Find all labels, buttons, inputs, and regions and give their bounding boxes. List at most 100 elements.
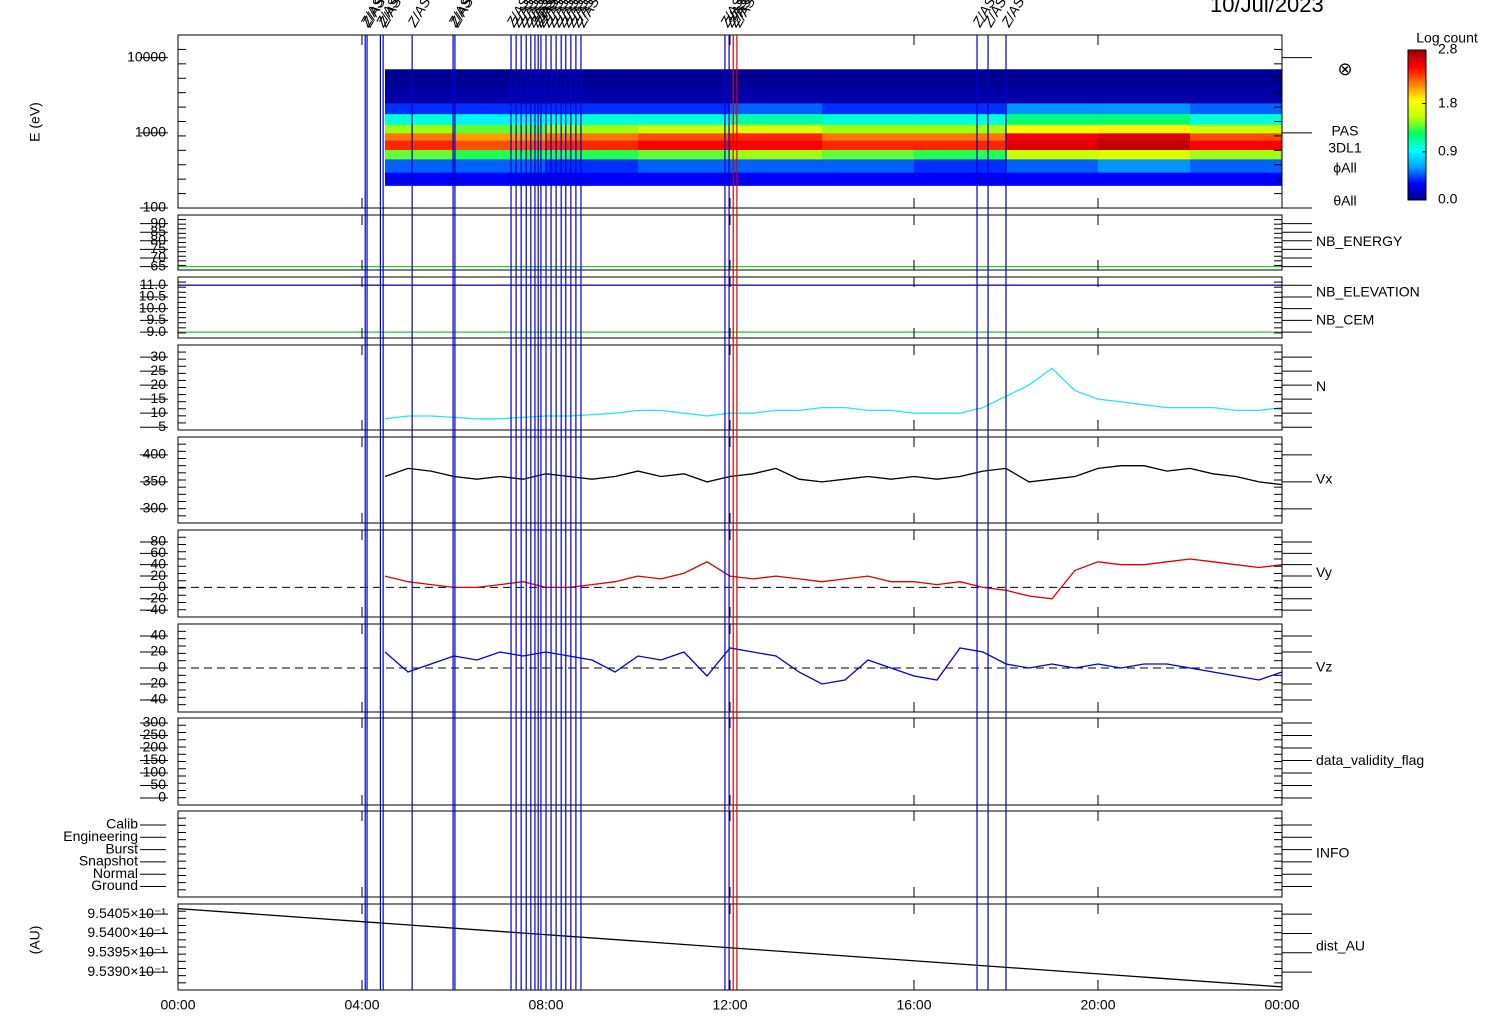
colorbar-step: [1408, 177, 1426, 181]
heatmap-cell: [546, 172, 639, 186]
panel-frame: [177, 810, 1283, 898]
y-tick-label: 85: [150, 223, 166, 239]
y-tick-label: 80: [150, 533, 166, 549]
colorbar-tick-label: 0.0: [1438, 191, 1458, 207]
colorbar-step: [1408, 140, 1426, 143]
heatmap-cell: [730, 172, 823, 186]
heatmap-cell: [822, 158, 915, 173]
series-label: NB_ELEVATION: [1316, 284, 1420, 300]
colorbar-step: [1408, 52, 1426, 56]
colorbar-step: [1408, 137, 1426, 141]
heatmap-cell: [385, 69, 455, 89]
colorbar-frame: [1407, 49, 1427, 201]
y-tick-label: 40: [150, 555, 166, 571]
colorbar-step: [1408, 162, 1426, 166]
heatmap-cell: [1190, 149, 1283, 160]
y-tick-label: 9.0: [147, 323, 167, 339]
heatmap-cell: [1006, 124, 1099, 134]
series-line: [384, 558, 1283, 600]
panel-frame: [177, 344, 1283, 431]
heatmap-cell: [385, 172, 455, 186]
heatmap-cell: [914, 172, 1007, 186]
y-tick-label: 25: [150, 362, 166, 378]
colorbar-step: [1408, 197, 1426, 201]
heatmap-cell: [730, 132, 823, 141]
colorbar-step: [1408, 102, 1426, 106]
heatmap-cell: [546, 132, 639, 141]
heatmap-cell: [914, 140, 1007, 150]
colorbar-step: [1408, 95, 1426, 98]
y-tick-label: 60: [150, 544, 166, 560]
y-tick-label: 65: [150, 257, 166, 273]
y-tick-label: 20: [150, 376, 166, 392]
panel-label: 3DL1: [1328, 140, 1362, 156]
y-tick-label: 10000: [127, 48, 166, 64]
heatmap-cell: [638, 172, 731, 186]
colorbar-step: [1408, 97, 1426, 101]
y-tick-label: Ground: [91, 877, 138, 893]
y-tick-label: 9.5395×10⁻¹: [87, 944, 166, 960]
heatmap-cell: [914, 102, 1007, 115]
heatmap-cell: [1190, 102, 1283, 115]
heatmap-cell: [822, 102, 915, 115]
colorbar-step: [1408, 152, 1426, 156]
colorbar-step: [1408, 80, 1426, 83]
colorbar-step: [1408, 155, 1426, 158]
heatmap-cell: [454, 113, 547, 125]
series-label: Vx: [1316, 471, 1332, 487]
heatmap-cell: [822, 87, 915, 104]
y-tick-label: 150: [143, 751, 167, 767]
heatmap-cell: [730, 69, 823, 89]
colorbar-step: [1408, 190, 1426, 193]
y-tick-label: 200: [143, 739, 167, 755]
series-label: NB_CEM: [1316, 312, 1374, 328]
event-label: Z/AS: [404, 0, 434, 30]
colorbar-label: Log count: [1416, 30, 1478, 46]
heatmap-cell: [914, 113, 1007, 125]
heatmap-cell: [385, 102, 455, 115]
panel-symbol: ⊗: [1337, 59, 1352, 79]
series-line: [177, 907, 1283, 988]
y-tick-label: Engineering: [63, 828, 138, 844]
series-label: Vz: [1316, 659, 1332, 675]
colorbar-step: [1408, 117, 1426, 121]
panel-label: θAll: [1333, 193, 1356, 209]
heatmap-cell: [730, 124, 823, 134]
heatmap-cell: [1190, 172, 1283, 186]
heatmap-cell: [454, 140, 547, 150]
y-tick-label: 9.5400×10⁻¹: [87, 924, 166, 940]
y-tick-label: 1000: [135, 124, 166, 140]
colorbar-step: [1408, 87, 1426, 91]
colorbar-step: [1408, 77, 1426, 81]
heatmap-cell: [1098, 102, 1191, 115]
heatmap-cell: [1098, 158, 1191, 173]
colorbar-step: [1408, 157, 1426, 161]
heatmap-cell: [638, 124, 731, 134]
y-tick-label: 100: [143, 764, 167, 780]
heatmap-cell: [730, 149, 823, 160]
colorbar-step: [1408, 147, 1426, 151]
colorbar-step: [1408, 122, 1426, 126]
series-label: N: [1316, 378, 1326, 394]
heatmap-cell: [1098, 140, 1191, 150]
y-tick-label: 300: [143, 500, 167, 516]
y-tick-label: Calib: [106, 816, 138, 832]
colorbar-step: [1408, 72, 1426, 76]
heatmap-cell: [385, 149, 455, 160]
heatmap-cell: [1006, 132, 1099, 141]
series-line: [384, 647, 1283, 685]
heatmap-cell: [1098, 113, 1191, 125]
heatmap-cell: [385, 140, 455, 150]
colorbar-tick-label: 1.8: [1438, 94, 1458, 110]
colorbar-step: [1408, 57, 1426, 61]
y-tick-label: -40: [146, 601, 166, 617]
heatmap-cell: [1006, 172, 1099, 186]
heatmap-cell: [454, 158, 547, 173]
y-tick-label: 300: [143, 714, 167, 730]
series-label: Vy: [1316, 564, 1332, 580]
y-tick-label: 11.0: [140, 276, 166, 292]
colorbar-step: [1408, 107, 1426, 111]
y-tick-label: 0: [158, 659, 166, 675]
heatmap-cell: [822, 113, 915, 125]
heatmap-cell: [385, 87, 455, 104]
